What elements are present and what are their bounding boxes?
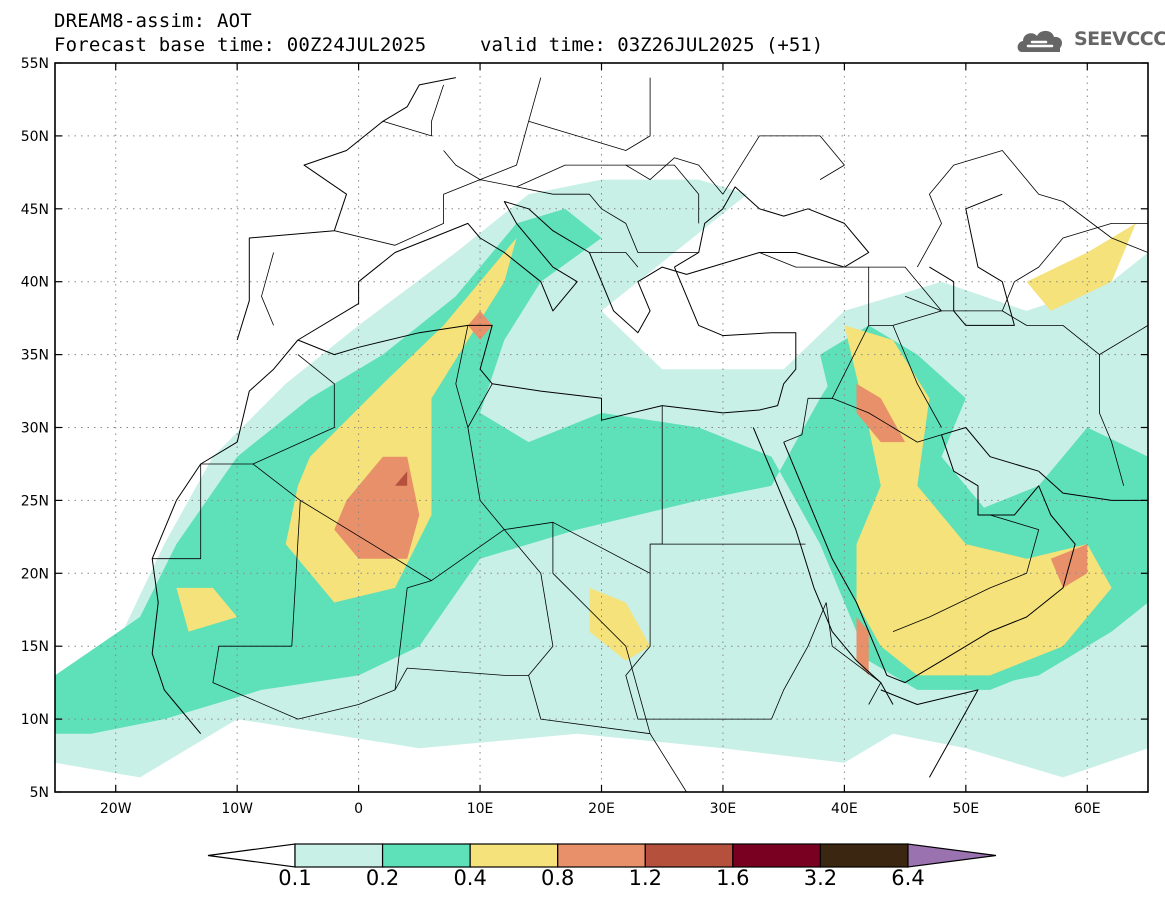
lat-label-4: 35N: [21, 348, 49, 364]
coastline-1: [297, 186, 870, 341]
aot-region-12: [856, 617, 869, 676]
border-9: [467, 383, 505, 530]
coastline-layer: [151, 77, 1148, 792]
border-1: [252, 354, 335, 465]
coastline-8: [929, 193, 1015, 326]
colorbar-level-1: 0.2: [365, 866, 400, 890]
colorbar-swatch-6: [819, 843, 909, 868]
lon-label-8: 60E: [1074, 801, 1101, 817]
colorbar-level-5: 1.6: [716, 866, 750, 890]
colorbar-level-6: 3.2: [803, 866, 838, 890]
border-11: [825, 602, 882, 705]
lon-label-4: 20E: [588, 801, 615, 817]
colorbar-swatch-5: [732, 843, 822, 868]
colorbar-level-3: 0.8: [541, 866, 575, 890]
map-title: DREAM8-assim: AOT: [54, 10, 252, 32]
border-29: [722, 135, 845, 195]
lon-label-5: 30E: [710, 801, 737, 817]
lat-label-5: 30N: [21, 421, 49, 437]
coastline-3: [151, 339, 299, 735]
aot-region-6: [844, 325, 1112, 676]
lon-label-3: 10E: [467, 801, 494, 817]
lon-label-1: 10W: [221, 801, 253, 817]
border-4: [394, 580, 432, 690]
border-27: [589, 252, 639, 268]
border-19: [334, 230, 396, 246]
colorbar-swatch-0: [294, 843, 384, 868]
aot-field-layer: [55, 179, 1148, 778]
border-3: [291, 500, 301, 647]
valid-time: valid time: 03Z26JUL2025 (+51): [480, 34, 824, 56]
lon-label-2: 0: [354, 801, 363, 817]
colorbar-level-4: 1.2: [628, 866, 662, 890]
logo-text: SEEVCCC: [1074, 28, 1165, 50]
colorbar: [207, 843, 997, 868]
border-10: [455, 325, 469, 428]
border-22: [382, 84, 444, 137]
border-26: [625, 164, 700, 224]
border-8: [625, 573, 827, 720]
lat-label-6: 25N: [21, 493, 49, 509]
border-15: [892, 514, 1040, 632]
aot-region-13: [395, 471, 408, 486]
border-23: [443, 77, 542, 181]
cloud-icon: [1017, 30, 1062, 52]
coastline-7: [880, 689, 979, 778]
coastline-5: [783, 427, 1076, 684]
border-24: [528, 77, 651, 151]
plot-area: [55, 63, 1148, 792]
lon-label-6: 40E: [831, 801, 858, 817]
lat-label-10: 5N: [30, 785, 49, 801]
border-21: [394, 157, 724, 246]
lat-label-3: 40N: [21, 275, 49, 291]
colorbar-over-arrow: [907, 843, 997, 868]
colorbar-swatch-1: [381, 843, 471, 868]
coastline-0: [236, 77, 456, 341]
border-25: [516, 186, 699, 253]
lat-label-9: 10N: [21, 712, 49, 728]
border-13: [832, 397, 942, 443]
border-28: [759, 252, 869, 268]
lat-label-2: 45N: [21, 202, 49, 218]
border-17: [1099, 325, 1148, 355]
aot-region-4: [176, 587, 238, 632]
lat-label-7: 20N: [21, 566, 49, 582]
aot-region-5: [589, 587, 651, 661]
lat-label-1: 50N: [21, 129, 49, 145]
lon-label-0: 20W: [100, 801, 132, 817]
latitude-labels: 55N 50N 45N 40N 35N 30N 25N 20N 15N 10N 5N: [21, 56, 49, 801]
lat-label-0: 55N: [21, 56, 49, 72]
coastline-2: [297, 266, 797, 421]
forecast-base-time: Forecast base time: 00Z24JUL2025: [54, 34, 427, 56]
colorbar-level-2: 0.4: [453, 866, 487, 890]
border-2: [212, 645, 529, 720]
lat-label-8: 15N: [21, 639, 49, 655]
aot-region-7: [1026, 223, 1136, 311]
border-20: [261, 252, 274, 326]
border-14: [868, 266, 942, 326]
border-16: [904, 295, 1125, 486]
colorbar-swatch-4: [644, 843, 734, 868]
colorbar-swatch-2: [469, 843, 559, 868]
border-6: [552, 522, 651, 734]
coastline-6: [1038, 470, 1148, 501]
colorbar-under-arrow: [207, 843, 296, 868]
border-30: [916, 150, 1148, 268]
colorbar-level-7: 6.4: [891, 866, 925, 890]
border-12: [783, 324, 942, 443]
colorbar-level-0: 0.1: [278, 866, 312, 890]
lon-label-7: 50E: [952, 801, 979, 817]
axis-ticks: [55, 62, 1148, 793]
colorbar-swatch-3: [557, 843, 646, 868]
longitude-labels: 20W 10W 0 10E 20E 30E 40E 50E 60E: [100, 801, 1101, 817]
border-18: [1001, 222, 1148, 312]
